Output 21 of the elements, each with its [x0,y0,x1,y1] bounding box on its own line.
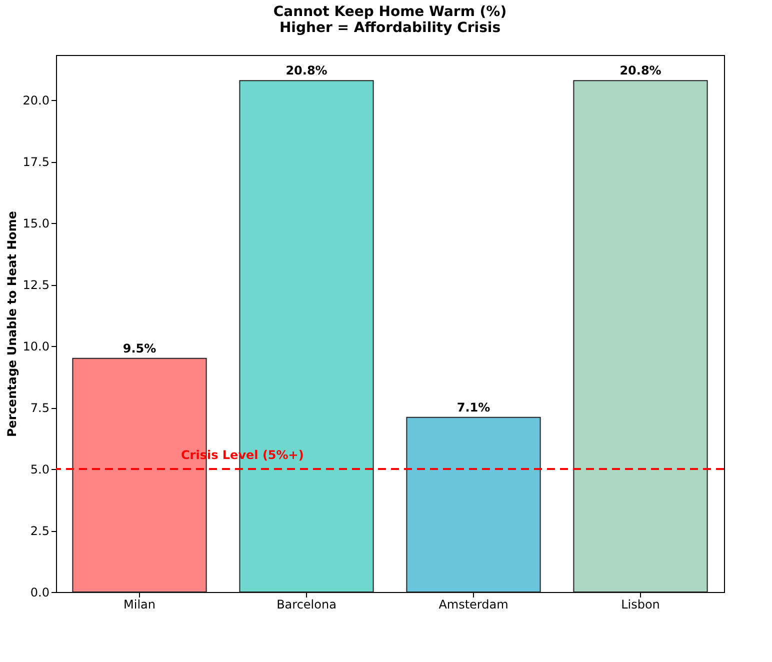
y-tick-label: 2.5 [30,524,50,538]
chart-title: Cannot Keep Home Warm (%) Higher = Affordability Crisis [273,4,507,36]
y-tick-label: 7.5 [30,401,50,416]
y-tick-label: 20.0 [22,94,50,108]
data-label: 20.8% [620,64,662,78]
x-tick-label: Barcelona [276,598,336,612]
y-tick-label: 17.5 [22,155,50,170]
x-tick-label: Lisbon [621,598,660,612]
y-tick-label: 10.0 [22,340,50,354]
bar [573,80,708,592]
data-label: 9.5% [122,341,156,356]
y-tick-label: 5.0 [30,462,50,477]
data-label: 7.1% [456,400,490,414]
y-axis-title: Percentage Unable to Heat Home [4,210,19,438]
x-tick-label: Amsterdam [438,598,508,612]
y-tick-label: 0.0 [30,586,50,600]
x-tick-label: Milan [124,598,156,612]
bar [406,416,541,592]
y-tick-label: 12.5 [22,278,50,292]
data-label: 20.8% [286,64,328,78]
y-tick-label: 15.0 [22,216,50,231]
